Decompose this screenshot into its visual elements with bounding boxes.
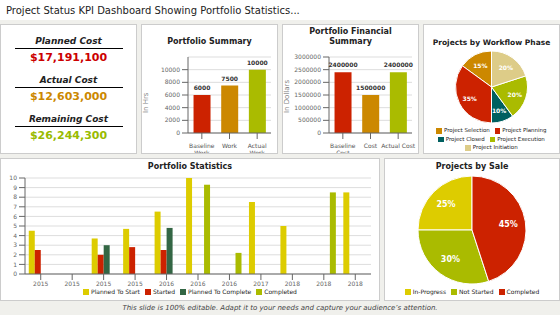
html-text:Planned Cost: Planned Cost (35, 36, 102, 46)
html-text:Planned To Start: Planned To Start (91, 288, 140, 295)
svg-text:Work: Work (222, 142, 238, 149)
svg-text:2400000: 2400000 (328, 61, 357, 68)
html-text:Actual Cost: Actual Cost (39, 75, 98, 85)
svg-text:500000: 500000 (298, 116, 321, 123)
svg-text:25%: 25% (436, 200, 455, 209)
svg-text:15%: 15% (473, 62, 487, 69)
svg-text:5: 5 (13, 222, 17, 229)
svg-text:8: 8 (13, 193, 17, 200)
svg-text:7500: 7500 (221, 75, 238, 82)
svg-text:20%: 20% (508, 91, 522, 98)
svg-text:1000000: 1000000 (294, 104, 321, 111)
html-text:Project Selection: Project Selection (443, 127, 490, 133)
svg-text:20%: 20% (499, 64, 513, 71)
html-text:Remaining Cost: Remaining Cost (29, 114, 108, 124)
svg-text:0: 0 (317, 129, 321, 136)
svg-text:6000: 6000 (194, 84, 211, 91)
html-text:Completed: Completed (506, 288, 540, 295)
html-text:Portfolio Statistics: Portfolio Statistics (147, 162, 233, 171)
html-text:Project Closed: Project Closed (445, 135, 485, 142)
svg-text:0: 0 (176, 129, 180, 136)
html-text:$26,244,300: $26,244,300 (29, 129, 108, 142)
svg-text:2015: 2015 (65, 280, 80, 287)
svg-text:Cost: Cost (364, 142, 378, 149)
svg-text:Actual Cost: Actual Cost (381, 142, 416, 149)
svg-text:4: 4 (13, 232, 17, 239)
svg-text:BaselineCost: BaselineCost (330, 142, 356, 153)
svg-text:2018: 2018 (285, 280, 300, 287)
html-text:Project Status KPI Dashboard S: Project Status KPI Dashboard Showing Por… (6, 4, 300, 16)
svg-text:10000: 10000 (161, 66, 180, 73)
svg-text:1500000: 1500000 (294, 91, 321, 98)
svg-text:2016: 2016 (159, 280, 174, 287)
svg-text:35%: 35% (463, 95, 477, 102)
html-text:In-Progress: In-Progress (412, 288, 446, 295)
svg-text:BaselineWork: BaselineWork (189, 142, 215, 153)
svg-text:1500000: 1500000 (356, 84, 385, 91)
svg-text:30%: 30% (441, 255, 460, 264)
svg-text:2000: 2000 (165, 116, 180, 123)
html-text:Completed: Completed (264, 288, 297, 295)
svg-text:ActualWork: ActualWork (248, 142, 267, 153)
svg-text:9: 9 (13, 184, 17, 191)
svg-text:2016: 2016 (222, 280, 237, 287)
svg-text:2000000: 2000000 (294, 78, 321, 85)
svg-text:2015: 2015 (33, 280, 48, 287)
svg-text:2017: 2017 (253, 280, 268, 287)
html-text:Not Started: Not Started (459, 288, 494, 295)
svg-text:8000: 8000 (165, 78, 180, 85)
html-text:$12,603,000: $12,603,000 (29, 90, 108, 103)
svg-text:2018: 2018 (316, 280, 331, 287)
svg-text:In Hrs: In Hrs (142, 92, 150, 113)
svg-text:10: 10 (9, 174, 17, 181)
html-text:Started: Started (152, 288, 176, 295)
svg-text:0: 0 (13, 270, 17, 277)
html-text:Project Initiation: Project Initiation (472, 144, 518, 150)
svg-text:2015: 2015 (96, 280, 111, 287)
html-text:Projects by Workflow Phase: Projects by Workflow Phase (432, 37, 551, 47)
svg-text:2400000: 2400000 (384, 61, 413, 68)
html-text:Project Execution: Project Execution (497, 135, 545, 142)
svg-text:2500000: 2500000 (294, 66, 321, 73)
html-text:Portfolio Financial Summary: Portfolio Financial Summary (309, 27, 392, 46)
html-text:Portfolio Summary: Portfolio Summary (167, 37, 252, 46)
svg-text:10000: 10000 (247, 59, 268, 66)
svg-text:In Dollars: In Dollars (283, 80, 291, 113)
html-text:$17,191,100: $17,191,100 (29, 51, 108, 64)
svg-text:2: 2 (13, 251, 17, 258)
svg-text:1: 1 (13, 261, 17, 268)
html-text:Planned To Complete: Planned To Complete (188, 288, 252, 295)
svg-text:2016: 2016 (190, 280, 205, 287)
svg-text:6: 6 (13, 213, 17, 220)
svg-text:3: 3 (13, 241, 17, 248)
svg-text:10%: 10% (492, 107, 506, 114)
svg-text:3000000: 3000000 (294, 53, 321, 60)
svg-text:6000: 6000 (165, 91, 180, 98)
svg-text:2018: 2018 (348, 280, 363, 287)
svg-text:45%: 45% (499, 220, 518, 229)
html-text:Project Planning: Project Planning (502, 127, 547, 133)
html-text:This slide is 100% editable. A: This slide is 100% editable. Adapt it to… (122, 304, 438, 312)
html-text:Projects by Sale: Projects by Sale (435, 162, 509, 171)
svg-text:4000: 4000 (165, 104, 180, 111)
svg-text:7: 7 (13, 203, 17, 210)
svg-text:2015: 2015 (127, 280, 142, 287)
